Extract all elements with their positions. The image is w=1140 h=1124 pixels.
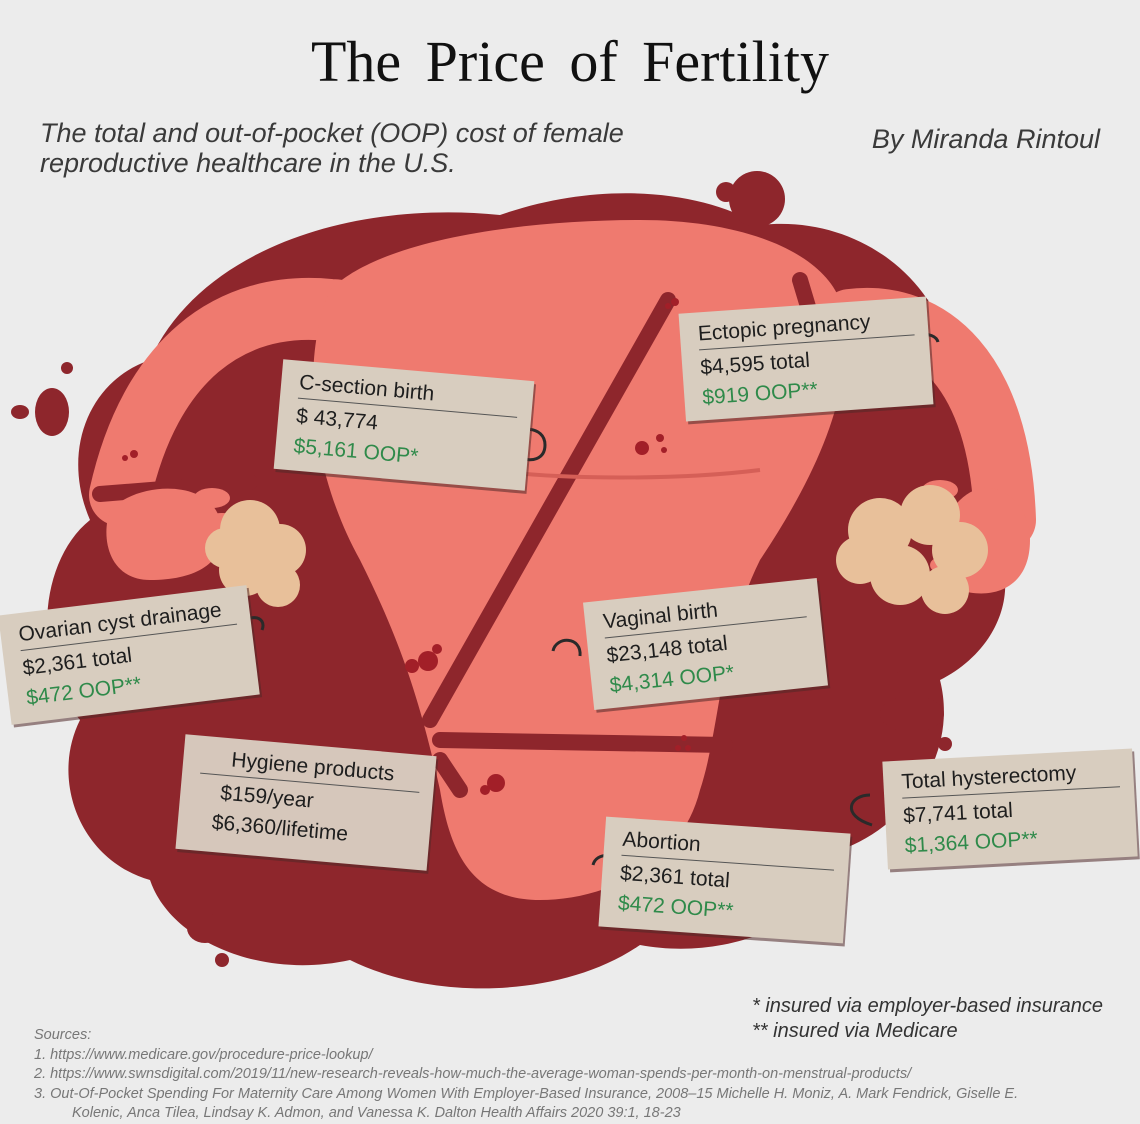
left-ovary [205, 500, 306, 607]
insurance-notes: * insured via employer-based insurance *… [752, 994, 1103, 1044]
uterus-cracks [92, 272, 820, 798]
price-tag-hygiene-products: Hygiene products $159/year $6,360/lifeti… [175, 734, 437, 871]
source-item: 2. https://www.swnsdigital.com/2019/11/n… [34, 1066, 912, 1082]
blood-drops [122, 298, 691, 795]
page-subtitle: The total and out-of-pocket (OOP) cost o… [40, 118, 624, 178]
price-tag-abortion: Abortion $2,361 total $472 OOP** [598, 816, 851, 944]
page-title: The Price of Fertility [310, 29, 830, 94]
tag-oop: $1,364 OOP** [904, 827, 1039, 858]
note-medicare: ** insured via Medicare [752, 1020, 958, 1042]
source-item: 3. Out-Of-Pocket Spending For Maternity … [34, 1085, 1019, 1102]
author-byline: By Miranda Rintoul [871, 124, 1100, 154]
source-item: Kolenic, Anca Tilea, Lindsay K. Admon, a… [72, 1105, 681, 1121]
tag-name: Total hysterectomy [900, 759, 1121, 799]
price-tag-c-section: C-section birth $ 43,774 $5,161 OOP* [273, 359, 535, 491]
note-employer: * insured via employer-based insurance [752, 995, 1103, 1017]
price-tag-ectopic-pregnancy: Ectopic pregnancy $4,595 total $919 OOP*… [678, 296, 934, 422]
sources: Sources: 1. https://www.medicare.gov/pro… [34, 1026, 1114, 1124]
tag-total: $7,741 total [902, 798, 1014, 828]
price-tag-total-hysterectomy: Total hysterectomy $7,741 total $1,364 O… [882, 748, 1138, 870]
right-ovary [836, 485, 988, 614]
source-item: 1. https://www.medicare.gov/procedure-pr… [34, 1046, 373, 1063]
sources-heading: Sources: [34, 1027, 92, 1043]
